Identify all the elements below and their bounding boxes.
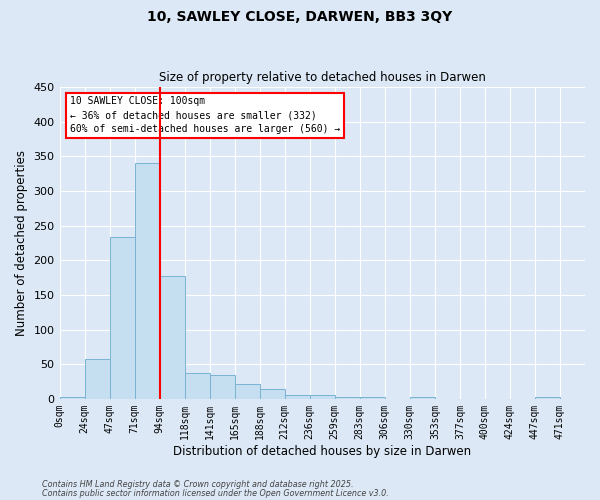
- Text: 10 SAWLEY CLOSE: 100sqm
← 36% of detached houses are smaller (332)
60% of semi-d: 10 SAWLEY CLOSE: 100sqm ← 36% of detache…: [70, 96, 340, 134]
- Y-axis label: Number of detached properties: Number of detached properties: [15, 150, 28, 336]
- Bar: [260, 389, 285, 399]
- Bar: [285, 396, 310, 399]
- Bar: [310, 394, 335, 399]
- Bar: [235, 384, 260, 399]
- Text: Contains public sector information licensed under the Open Government Licence v3: Contains public sector information licen…: [42, 489, 389, 498]
- X-axis label: Distribution of detached houses by size in Darwen: Distribution of detached houses by size …: [173, 444, 472, 458]
- Text: 10, SAWLEY CLOSE, DARWEN, BB3 3QY: 10, SAWLEY CLOSE, DARWEN, BB3 3QY: [148, 10, 452, 24]
- Bar: [185, 372, 209, 399]
- Bar: [360, 398, 385, 399]
- Bar: [410, 398, 435, 399]
- Bar: [535, 397, 560, 399]
- Text: Contains HM Land Registry data © Crown copyright and database right 2025.: Contains HM Land Registry data © Crown c…: [42, 480, 353, 489]
- Bar: [134, 162, 160, 399]
- Bar: [160, 276, 185, 399]
- Bar: [110, 236, 134, 399]
- Bar: [209, 376, 235, 399]
- Bar: [59, 398, 85, 399]
- Bar: [85, 360, 110, 399]
- Title: Size of property relative to detached houses in Darwen: Size of property relative to detached ho…: [159, 72, 486, 85]
- Bar: [335, 398, 360, 399]
